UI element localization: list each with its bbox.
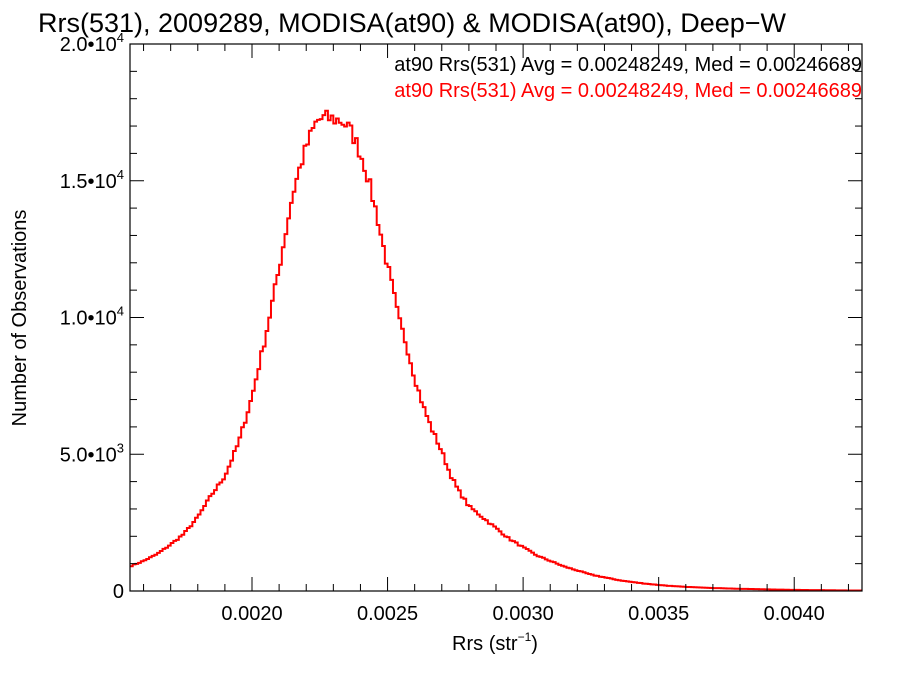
x-tick-label: 0.0030 — [493, 603, 554, 625]
x-tick-label: 0.0035 — [628, 603, 689, 625]
x-axis-label-close: ) — [531, 633, 538, 655]
y-tick-label: 5.0•103 — [60, 440, 124, 466]
legend-annotation-red: at90 Rrs(531) Avg = 0.00248249, Med = 0.… — [394, 80, 862, 102]
legend-annotation-black: at90 Rrs(531) Avg = 0.00248249, Med = 0.… — [394, 54, 862, 76]
x-axis-label-sup: −1 — [518, 630, 532, 644]
y-axis-label: Number of Observations — [9, 210, 31, 427]
chart-title: Rrs(531), 2009289, MODISA(at90) & MODISA… — [38, 8, 787, 38]
x-tick-label: 0.0025 — [357, 603, 418, 625]
x-axis-label-main: Rrs (str — [452, 633, 518, 655]
x-tick-label: 0.0020 — [221, 603, 282, 625]
plot-frame — [129, 43, 863, 592]
y-tick-label: 1.0•104 — [60, 304, 124, 330]
x-tick-label: 0.0040 — [764, 603, 825, 625]
y-tick-label: 1.5•104 — [60, 167, 124, 193]
plot-area — [129, 43, 863, 592]
y-tick-label: 2.0•104 — [60, 30, 124, 56]
y-axis: 0 5.0•103 1.0•104 1.5•104 2.0•104 — [60, 30, 862, 603]
series-line — [130, 109, 862, 592]
x-axis: 0.0020 0.0025 0.0030 0.0035 0.0040 — [143, 44, 849, 625]
y-tick-label: 0 — [113, 581, 124, 603]
x-axis-label: Rrs (str−1) — [452, 630, 538, 655]
